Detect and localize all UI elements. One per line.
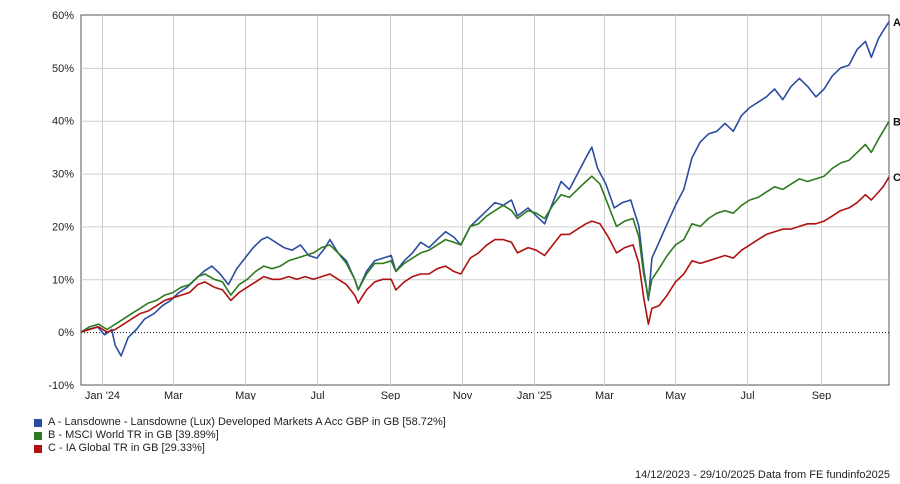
y-tick-label: 40% <box>52 116 74 128</box>
legend-label-c: C - IA Global TR in GB [29.33%] <box>48 442 205 454</box>
date-range-footer: 14/12/2023 - 29/10/2025 Data from FE fun… <box>634 469 890 481</box>
chart-grid <box>80 14 890 386</box>
legend-item-c: C - IA Global TR in GB [29.33%] <box>34 442 446 455</box>
y-tick-label: -10% <box>48 380 74 392</box>
y-tick-label: 50% <box>52 63 74 75</box>
x-tick-label: Nov <box>453 390 473 400</box>
plot-frame <box>80 14 890 386</box>
x-axis-tick-labels: Jan '24 Mar May Jul Sep Nov Jan '25 Mar May Jul Se… <box>85 390 831 400</box>
legend-swatch-b <box>34 431 42 440</box>
series-line-b <box>80 120 890 333</box>
x-tick-label: Jul <box>740 390 754 400</box>
x-tick-label: Sep <box>812 390 832 400</box>
legend-swatch-c <box>34 444 42 453</box>
x-tick-label: Sep <box>381 390 401 400</box>
x-tick-label: Mar <box>595 390 614 400</box>
x-tick-label: Jul <box>310 390 324 400</box>
chart-legend: A - Lansdowne - Lansdowne (Lux) Develope… <box>34 416 446 455</box>
x-tick-label: Mar <box>164 390 183 400</box>
series-end-label-c: C <box>893 172 900 184</box>
legend-item-b: B - MSCI World TR in GB [39.89%] <box>34 429 446 442</box>
legend-label-b: B - MSCI World TR in GB [39.89%] <box>48 429 219 441</box>
legend-item-a: A - Lansdowne - Lansdowne (Lux) Develope… <box>34 416 446 429</box>
y-axis-tick-labels: -10% 0% 10% 20% 30% 40% 50% 60% <box>48 10 74 392</box>
series-end-label-b: B <box>893 116 900 128</box>
y-tick-label: 0% <box>58 327 74 339</box>
y-tick-label: 20% <box>52 221 74 233</box>
series-line-c <box>80 176 890 333</box>
series-line-a <box>80 21 890 357</box>
x-tick-label: May <box>235 390 256 400</box>
y-tick-label: 10% <box>52 274 74 286</box>
series-end-labels: A B C <box>893 17 900 184</box>
y-tick-label: 60% <box>52 10 74 22</box>
series-end-label-a: A <box>893 17 900 29</box>
x-tick-label: May <box>665 390 686 400</box>
legend-label-a: A - Lansdowne - Lansdowne (Lux) Develope… <box>48 416 446 428</box>
performance-chart: -10% 0% 10% 20% 30% 40% 50% 60% Jan '24 Mar May Ju… <box>48 10 900 400</box>
chart-series <box>80 21 890 357</box>
legend-swatch-a <box>34 418 42 427</box>
x-tick-label: Jan '24 <box>85 390 120 400</box>
y-tick-label: 30% <box>52 169 74 181</box>
x-tick-label: Jan '25 <box>517 390 552 400</box>
